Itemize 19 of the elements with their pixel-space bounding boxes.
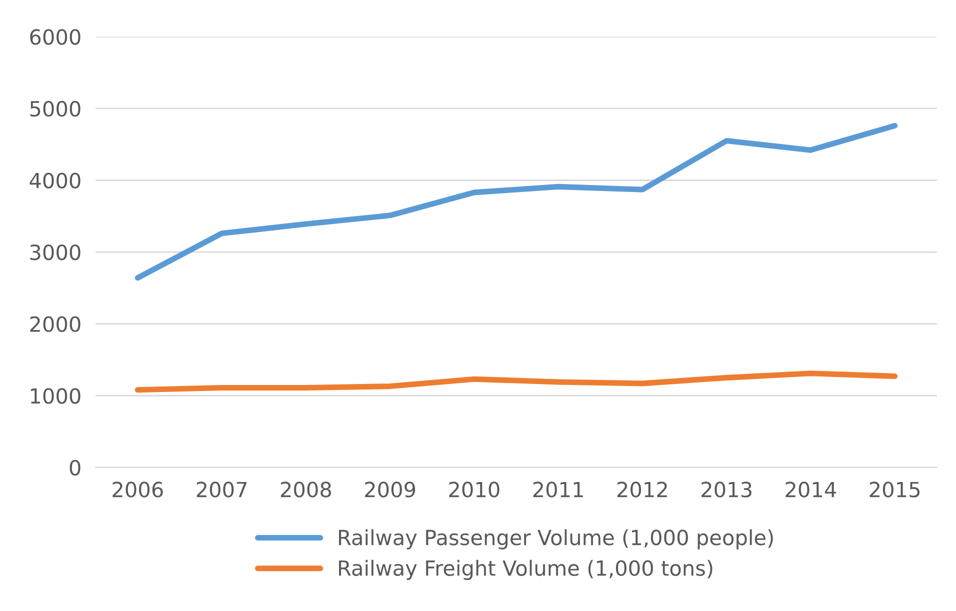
y-tick-label: 1000 (30, 388, 80, 404)
x-tick-label: 2010 (449, 482, 500, 498)
y-tick-label: 5000 (30, 100, 80, 117)
x-tick-label: 2007 (196, 482, 247, 498)
y-tick-label: 4000 (30, 172, 80, 188)
y-tick-label: 6000 (30, 29, 80, 45)
x-tick-label: 2014 (786, 482, 836, 498)
x-tick-label: 2011 (533, 482, 583, 498)
y-tick-label: 2000 (30, 316, 80, 332)
x-tick-label: 2015 (870, 482, 920, 498)
legend-label: Railway Freight Volume (1,000 tons) (339, 560, 712, 580)
x-tick-label: 2013 (702, 482, 752, 498)
y-tick-label: 0 (70, 460, 80, 476)
legend-label: Railway Passenger Volume (1,000 people) (339, 529, 773, 550)
x-tick-label: 2009 (365, 482, 416, 498)
y-tick-label: 3000 (30, 244, 80, 260)
x-tick-label: 2008 (280, 482, 332, 498)
x-tick-label: 2012 (617, 482, 667, 498)
x-tick-label: 2006 (112, 482, 163, 498)
